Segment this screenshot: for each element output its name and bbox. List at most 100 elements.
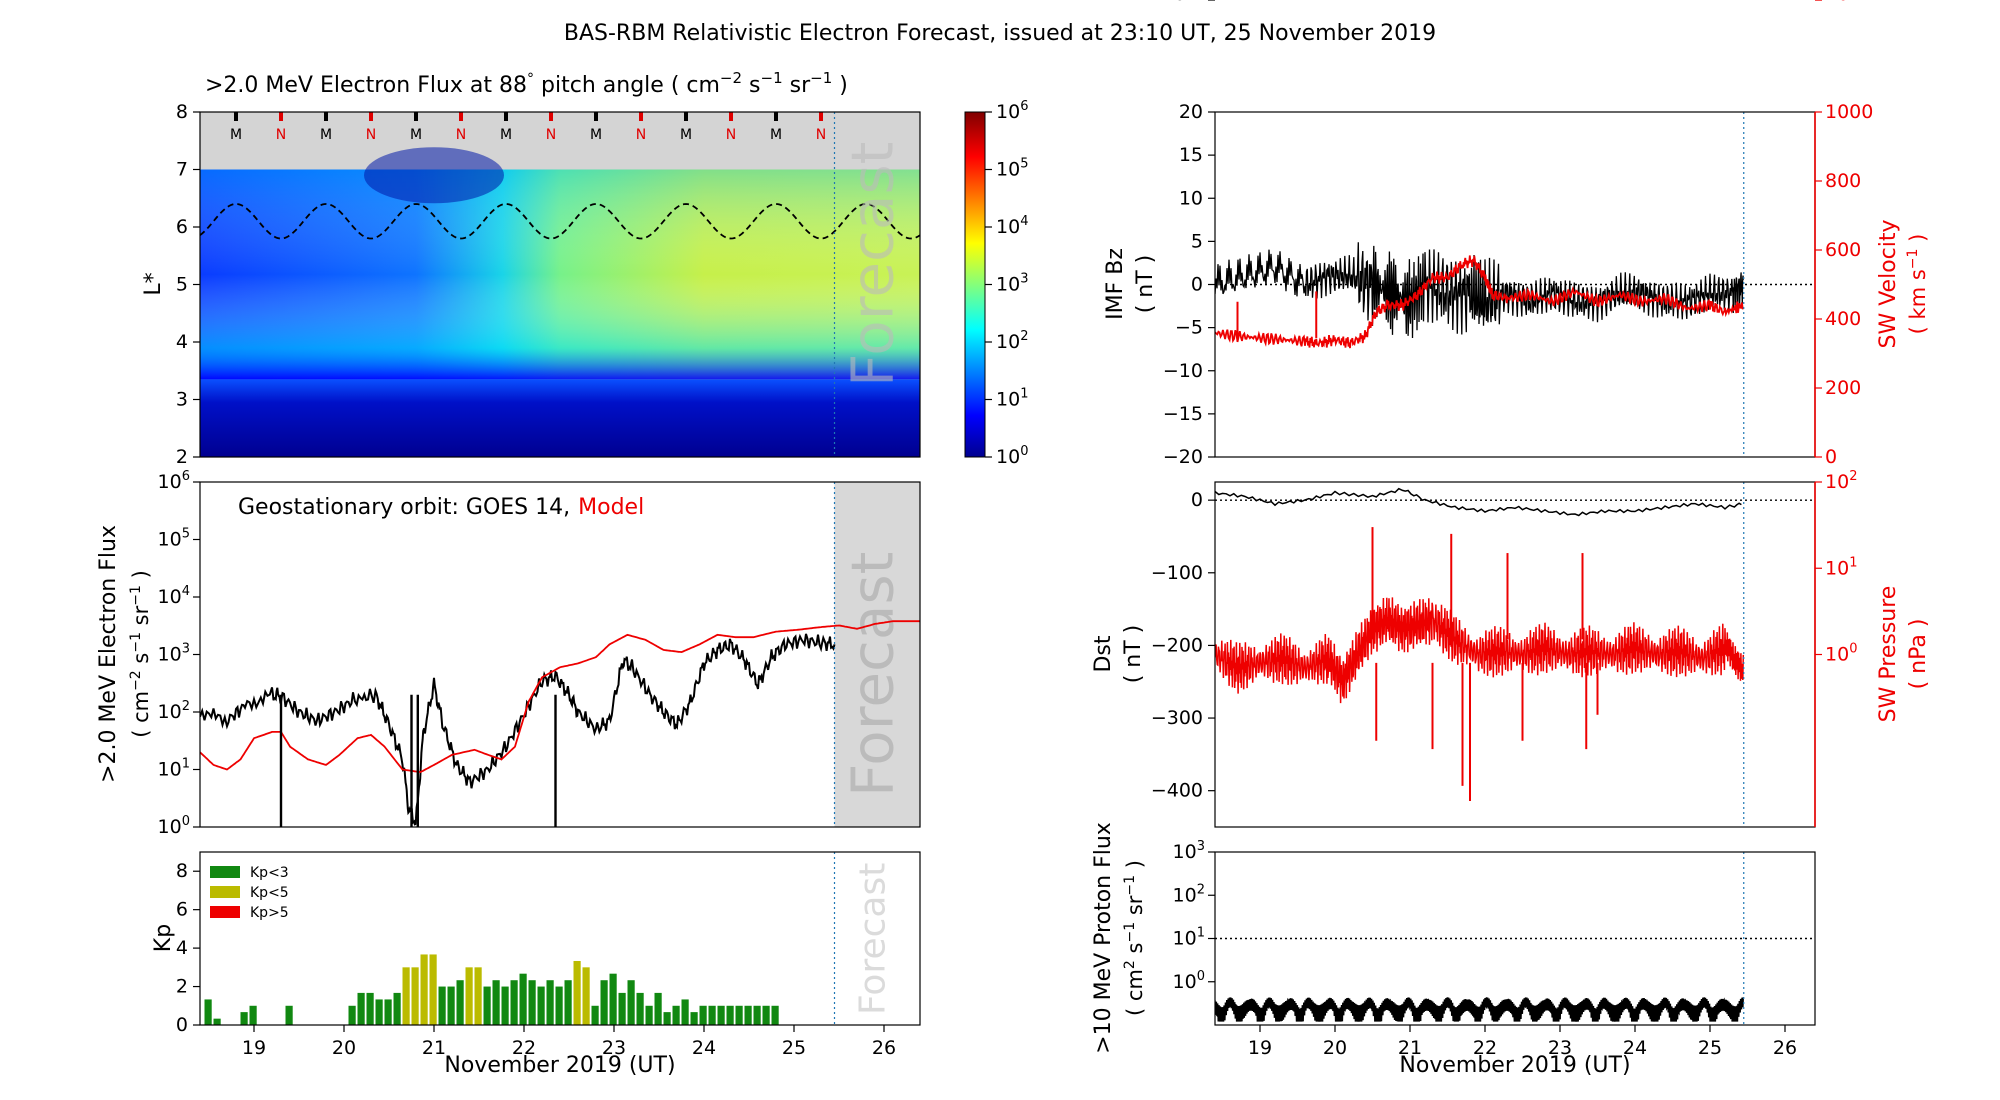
colorbar-tick-label: 102 bbox=[996, 329, 1028, 353]
mlt-marker-label: N bbox=[816, 127, 826, 143]
kp-bar bbox=[438, 986, 446, 1025]
kp-bar bbox=[681, 999, 689, 1025]
x-tick-label: 24 bbox=[1623, 1037, 1647, 1059]
kp-bar bbox=[573, 960, 581, 1025]
right-y-tick-label: 200 bbox=[1825, 377, 1861, 399]
x-tick-label: 19 bbox=[1248, 1037, 1272, 1059]
right-y-tick-label: 1000 bbox=[1825, 101, 1873, 123]
right-y-tick-label: 10−1 bbox=[1825, 0, 1868, 5]
flux-map-image bbox=[200, 112, 920, 457]
y-tick-label: −10 bbox=[1163, 360, 1203, 382]
kp-bar bbox=[447, 986, 455, 1025]
y-tick-label: 7 bbox=[176, 159, 188, 181]
mlt-marker-label: M bbox=[680, 127, 692, 143]
x-tick-label: 23 bbox=[1548, 1037, 1572, 1059]
x-tick-label: 23 bbox=[602, 1037, 626, 1059]
x-tick-label: 20 bbox=[1323, 1037, 1347, 1059]
kp-bar bbox=[753, 1005, 761, 1025]
mlt-marker-label: M bbox=[770, 127, 782, 143]
y-tick-label: 3 bbox=[176, 389, 188, 411]
forecast-label-kp: Forecast bbox=[853, 863, 894, 1015]
y-tick-label: 15 bbox=[1179, 144, 1203, 166]
x-tick-label: 25 bbox=[782, 1037, 806, 1059]
colorbar-ticks: 100 101 102 103 104 105 106 bbox=[985, 99, 1028, 468]
goes-flux-line bbox=[200, 633, 836, 826]
dst-lines bbox=[1215, 487, 1815, 802]
flux-map-y-axis: 2 3 4 5 6 7 8 bbox=[176, 101, 200, 468]
y-tick-label: 0 bbox=[176, 1014, 188, 1036]
kp-legend-label: Kp<3 bbox=[250, 865, 289, 881]
kp-bar bbox=[699, 1005, 707, 1025]
kp-bar bbox=[582, 967, 590, 1025]
mlt-marker-label: N bbox=[276, 127, 286, 143]
kp-bar bbox=[204, 999, 212, 1025]
kp-bar bbox=[240, 1012, 248, 1025]
imf-ylabel: IMF Bz bbox=[1103, 248, 1128, 320]
kp-bar bbox=[717, 1005, 725, 1025]
figure-title: BAS-RBM Relativistic Electron Forecast, … bbox=[564, 21, 1436, 46]
kp-bar bbox=[483, 986, 491, 1025]
forecast-shade bbox=[834, 482, 920, 827]
mlt-marker-label: N bbox=[726, 127, 736, 143]
swv-yunits: ( km s−1 ) bbox=[1905, 234, 1930, 335]
geo-flux-frame bbox=[199, 481, 921, 828]
kp-bar bbox=[501, 986, 509, 1025]
y-tick-label: 6 bbox=[176, 899, 188, 921]
right-y-tick-label: 800 bbox=[1825, 170, 1861, 192]
kp-bar bbox=[375, 999, 383, 1025]
kp-bar bbox=[618, 992, 626, 1025]
kp-frame bbox=[199, 851, 921, 1026]
forecast-label-geo: Forecast bbox=[839, 552, 907, 797]
y-tick-label: −200 bbox=[1151, 634, 1203, 656]
mlt-marker-label: N bbox=[366, 127, 376, 143]
x-tick-label: 19 bbox=[242, 1037, 266, 1059]
kp-bar bbox=[528, 980, 536, 1025]
y-tick-label: 5 bbox=[176, 274, 188, 296]
right-y-tick-label: 600 bbox=[1825, 239, 1861, 261]
y-tick-label: 5 bbox=[1191, 230, 1203, 252]
pressure-yunits: ( nPa ) bbox=[1906, 619, 1931, 690]
y-tick-label: 103 bbox=[158, 642, 190, 666]
kp-bar bbox=[537, 986, 545, 1025]
proton-flux-line bbox=[1215, 997, 1744, 1022]
kp-bar bbox=[645, 1005, 653, 1025]
y-tick-label: 102 bbox=[1173, 882, 1205, 906]
x-tick-label: 21 bbox=[422, 1037, 446, 1059]
kp-bar bbox=[429, 954, 437, 1025]
swv-ylabel: SW Velocity bbox=[1876, 219, 1901, 348]
right-y-tick-label: 400 bbox=[1825, 308, 1861, 330]
y-tick-label: 102 bbox=[158, 699, 190, 723]
kp-legend-swatch bbox=[210, 906, 240, 918]
y-tick-label: 0 bbox=[1191, 489, 1203, 511]
kp-bar bbox=[609, 973, 617, 1025]
y-tick-label: 20 bbox=[1179, 101, 1203, 123]
colorbar-tick-label: 106 bbox=[996, 99, 1028, 123]
mlt-marker-label: M bbox=[500, 127, 512, 143]
y-tick-label: 101 bbox=[158, 757, 190, 781]
y-tick-label: 6 bbox=[176, 216, 188, 238]
kp-bar bbox=[627, 980, 635, 1025]
kp-bar bbox=[564, 980, 572, 1025]
kp-bar bbox=[555, 986, 563, 1025]
mlt-marker-label: N bbox=[456, 127, 466, 143]
dst-yunits: ( nT ) bbox=[1121, 625, 1146, 684]
kp-bar bbox=[492, 980, 500, 1025]
flux-map-dropout bbox=[364, 147, 504, 204]
kp-bar bbox=[744, 1005, 752, 1025]
flux-map-title: >2.0 MeV Electron Flux at 88° pitch angl… bbox=[205, 69, 848, 98]
kp-bar bbox=[366, 992, 374, 1025]
kp-bar bbox=[402, 967, 410, 1025]
y-tick-label: 10−1 bbox=[1162, 0, 1205, 5]
imf-lines bbox=[1215, 242, 1815, 349]
kp-bar bbox=[465, 967, 473, 1025]
geo-annotation: Geostationary orbit: GOES 14, Model bbox=[238, 495, 644, 520]
kp-bar bbox=[708, 1005, 716, 1025]
right-y-tick-label: 100 bbox=[1825, 642, 1857, 666]
kp-legend-swatch bbox=[210, 866, 240, 878]
x-tick-label: 22 bbox=[512, 1037, 536, 1059]
